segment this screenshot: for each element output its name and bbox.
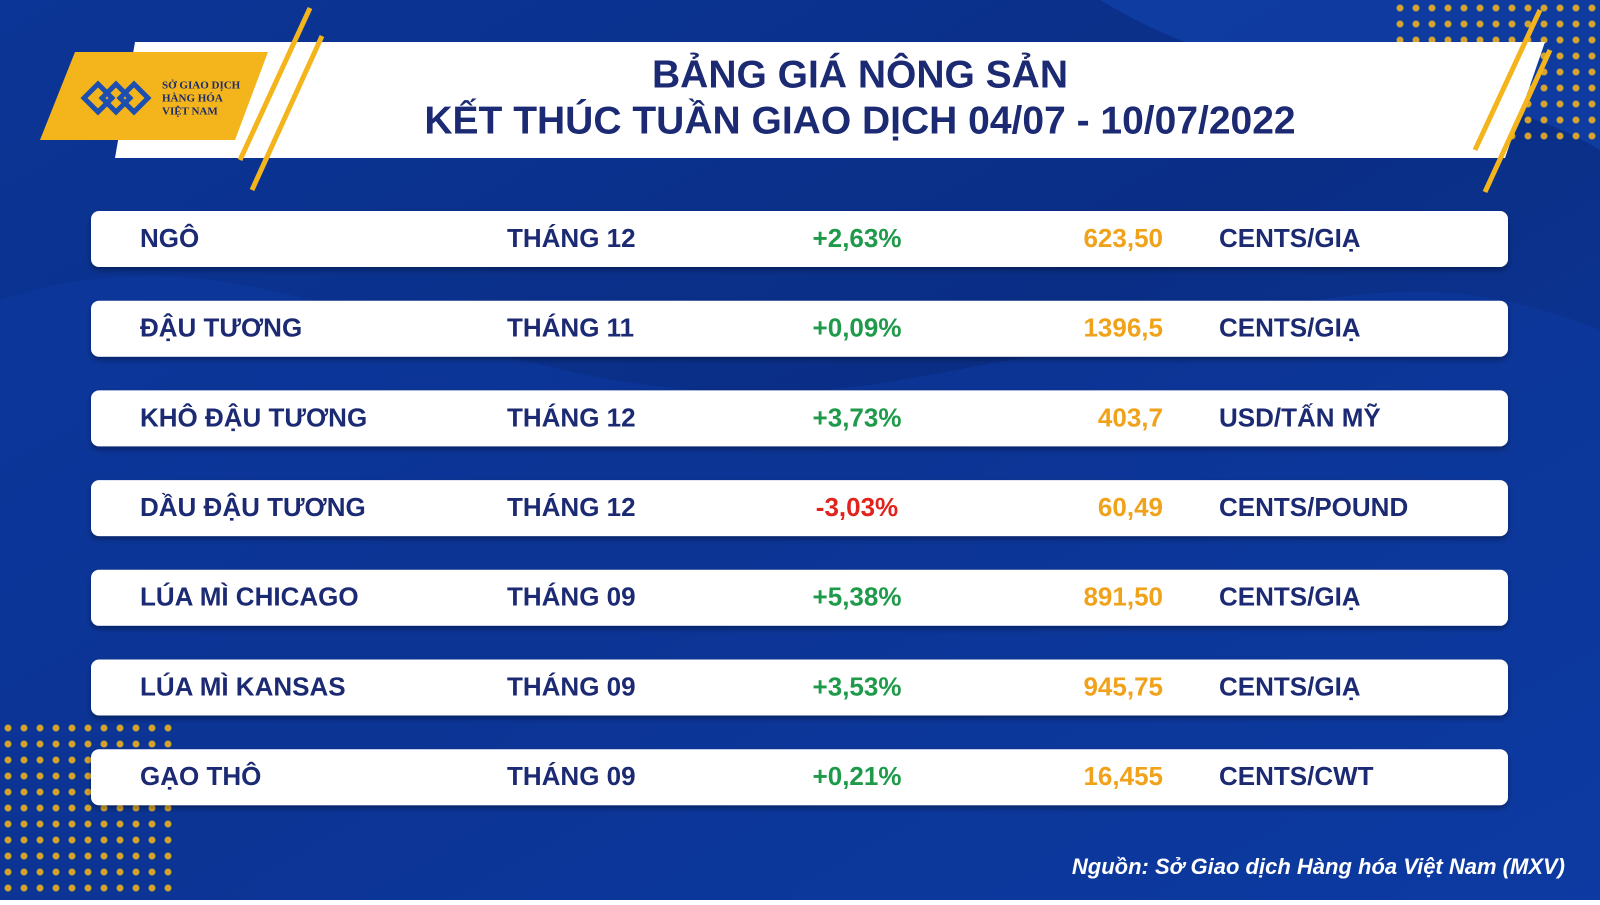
source: Nguồn: Sở Giao dịch Hàng hóa Việt Nam (M…	[1072, 854, 1565, 879]
unit: USD/TẤN MỸ	[1219, 402, 1381, 432]
table-row: ĐẬU TƯƠNG THÁNG 11 +0,09% 1396,5 CENTS/GIẠ	[91, 300, 1508, 357]
logo-line: HÀNG HÓA	[162, 93, 223, 105]
commodity: LÚA MÌ KANSAS	[140, 671, 346, 701]
table-row: NGÔ THÁNG 12 +2,63% 623,50 CENTS/GIẠ	[91, 211, 1508, 267]
change: +3,73%	[813, 402, 902, 432]
commodity: ĐẬU TƯƠNG	[140, 313, 302, 343]
change: +3,53%	[813, 671, 902, 701]
price: 891,50	[1083, 582, 1163, 612]
contract-month: THÁNG 09	[507, 671, 636, 701]
logo-box	[40, 52, 268, 140]
contract-month: THÁNG 12	[507, 492, 636, 522]
row-background	[91, 480, 1508, 537]
contract-month: THÁNG 09	[507, 761, 636, 791]
table-row: KHÔ ĐẬU TƯƠNG THÁNG 12 +3,73% 403,7 USD/TẤN …	[91, 390, 1508, 447]
price: 1396,5	[1083, 313, 1163, 343]
unit: CENTS/CWT	[1219, 761, 1374, 791]
commodity: DẦU ĐẬU TƯƠNG	[140, 492, 366, 522]
contract-month: THÁNG 09	[507, 582, 636, 612]
commodity: KHÔ ĐẬU TƯƠNG	[140, 402, 367, 432]
row-background	[91, 569, 1508, 626]
row-background	[91, 749, 1508, 806]
accent-lines	[237, 6, 1553, 194]
table-row: LÚA MÌ CHICAGO THÁNG 09 +5,38% 891,50 CENTS/…	[91, 569, 1508, 626]
title-line: KẾT THÚC TUẦN GIAO DỊCH 04/07 - 10/07/20…	[424, 98, 1295, 142]
table-row: GẠO THÔ THÁNG 09 +0,21% 16,455 CENTS/CWT	[91, 749, 1508, 806]
row-background	[91, 659, 1508, 716]
logo-line: VIỆT NAM	[162, 105, 218, 118]
change: +5,38%	[813, 582, 902, 612]
row-background	[91, 211, 1508, 267]
row-background	[91, 390, 1508, 447]
price: 623,50	[1083, 223, 1163, 253]
title-banner	[115, 42, 1545, 158]
price: 60,49	[1098, 492, 1163, 522]
contract-month: THÁNG 12	[507, 402, 636, 432]
change: +0,09%	[813, 313, 902, 343]
change: +2,63%	[813, 223, 902, 253]
table-row: LÚA MÌ KANSAS THÁNG 09 +3,53% 945,75 CENTS/G…	[91, 659, 1508, 716]
unit: CENTS/GIẠ	[1219, 582, 1361, 612]
commodity: NGÔ	[140, 223, 199, 253]
price: 945,75	[1083, 671, 1163, 701]
contract-month: THÁNG 11	[507, 313, 634, 343]
price: 403,7	[1098, 402, 1163, 432]
row-background	[91, 300, 1508, 357]
change: +0,21%	[813, 761, 902, 791]
title-line: BẢNG GIÁ NÔNG SẢN	[652, 51, 1068, 96]
logo-mark	[80, 80, 152, 116]
unit: CENTS/GIẠ	[1219, 313, 1361, 343]
unit: CENTS/GIẠ	[1219, 671, 1361, 701]
change: -3,03%	[816, 492, 898, 522]
unit: CENTS/POUND	[1219, 492, 1408, 522]
logo-line: SỞ GIAO DỊCH	[162, 80, 241, 92]
contract-month: THÁNG 12	[507, 223, 636, 253]
price: 16,455	[1083, 761, 1163, 791]
dots	[0, 720, 180, 900]
table-row: DẦU ĐẬU TƯƠNG THÁNG 12 -3,03% 60,49 CENTS/PO…	[91, 480, 1508, 537]
commodity: LÚA MÌ CHICAGO	[140, 582, 359, 612]
commodity: GẠO THÔ	[140, 761, 261, 791]
unit: CENTS/GIẠ	[1219, 223, 1361, 253]
